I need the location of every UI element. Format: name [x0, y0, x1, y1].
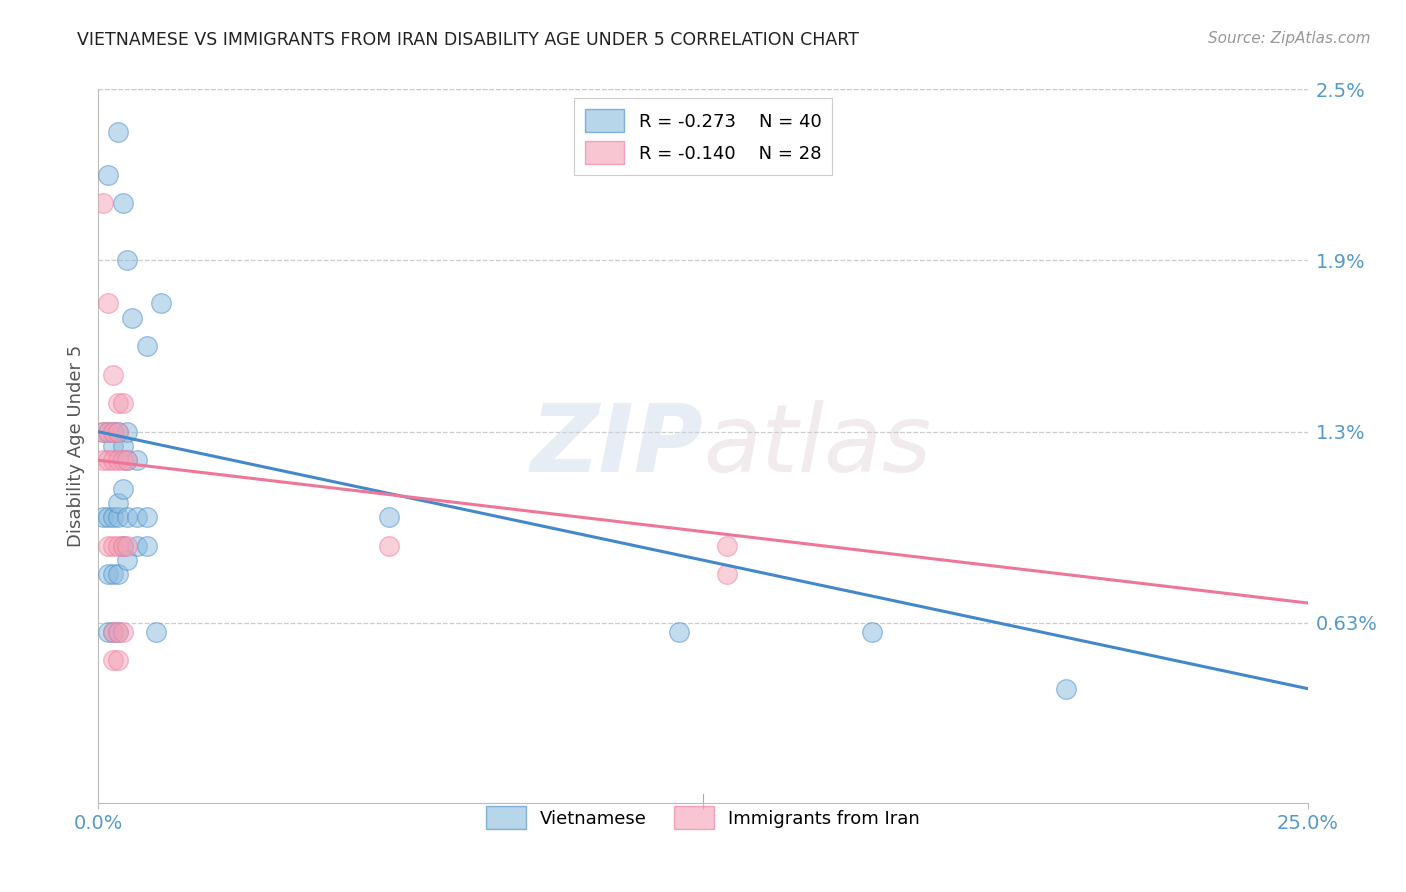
Point	[111, 539, 134, 553]
Point	[107, 496, 129, 510]
Point	[107, 510, 129, 524]
Point	[377, 510, 399, 524]
Point	[111, 196, 134, 211]
Point	[1054, 681, 1077, 696]
Point	[107, 125, 129, 139]
Point	[117, 539, 139, 553]
Point	[91, 425, 114, 439]
Point	[716, 567, 738, 582]
Point	[111, 453, 134, 467]
Point	[117, 510, 139, 524]
Point	[97, 624, 120, 639]
Point	[91, 453, 114, 467]
Point	[117, 425, 139, 439]
Point	[107, 539, 129, 553]
Point	[101, 624, 124, 639]
Point	[150, 296, 173, 310]
Point	[127, 510, 149, 524]
Point	[107, 396, 129, 410]
Point	[127, 453, 149, 467]
Point	[107, 425, 129, 439]
Point	[97, 453, 120, 467]
Point	[107, 624, 129, 639]
Point	[97, 539, 120, 553]
Point	[135, 339, 157, 353]
Point	[107, 624, 129, 639]
Point	[91, 510, 114, 524]
Point	[135, 510, 157, 524]
Point	[121, 310, 143, 325]
Point	[145, 624, 167, 639]
Point	[111, 539, 134, 553]
Point	[111, 482, 134, 496]
Point	[101, 425, 124, 439]
Point	[101, 567, 124, 582]
Point	[716, 539, 738, 553]
Point	[117, 453, 139, 467]
Point	[111, 624, 134, 639]
Point	[91, 196, 114, 211]
Point	[97, 168, 120, 182]
Point	[101, 539, 124, 553]
Point	[117, 253, 139, 268]
Point	[377, 539, 399, 553]
Point	[668, 624, 690, 639]
Point	[97, 425, 120, 439]
Point	[127, 539, 149, 553]
Point	[97, 425, 120, 439]
Point	[101, 453, 124, 467]
Point	[107, 425, 129, 439]
Point	[111, 396, 134, 410]
Point	[107, 567, 129, 582]
Y-axis label: Disability Age Under 5: Disability Age Under 5	[66, 345, 84, 547]
Legend: Vietnamese, Immigrants from Iran: Vietnamese, Immigrants from Iran	[479, 799, 927, 837]
Point	[101, 368, 124, 382]
Text: ZIP: ZIP	[530, 400, 703, 492]
Text: atlas: atlas	[703, 401, 931, 491]
Text: Source: ZipAtlas.com: Source: ZipAtlas.com	[1208, 31, 1371, 46]
Point	[97, 296, 120, 310]
Point	[101, 653, 124, 667]
Point	[107, 653, 129, 667]
Point	[101, 510, 124, 524]
Point	[107, 453, 129, 467]
Point	[97, 510, 120, 524]
Point	[97, 567, 120, 582]
Point	[101, 624, 124, 639]
Point	[101, 425, 124, 439]
Point	[101, 439, 124, 453]
Text: VIETNAMESE VS IMMIGRANTS FROM IRAN DISABILITY AGE UNDER 5 CORRELATION CHART: VIETNAMESE VS IMMIGRANTS FROM IRAN DISAB…	[77, 31, 859, 49]
Point	[135, 539, 157, 553]
Point	[117, 453, 139, 467]
Point	[117, 553, 139, 567]
Point	[91, 425, 114, 439]
Point	[860, 624, 883, 639]
Point	[111, 439, 134, 453]
